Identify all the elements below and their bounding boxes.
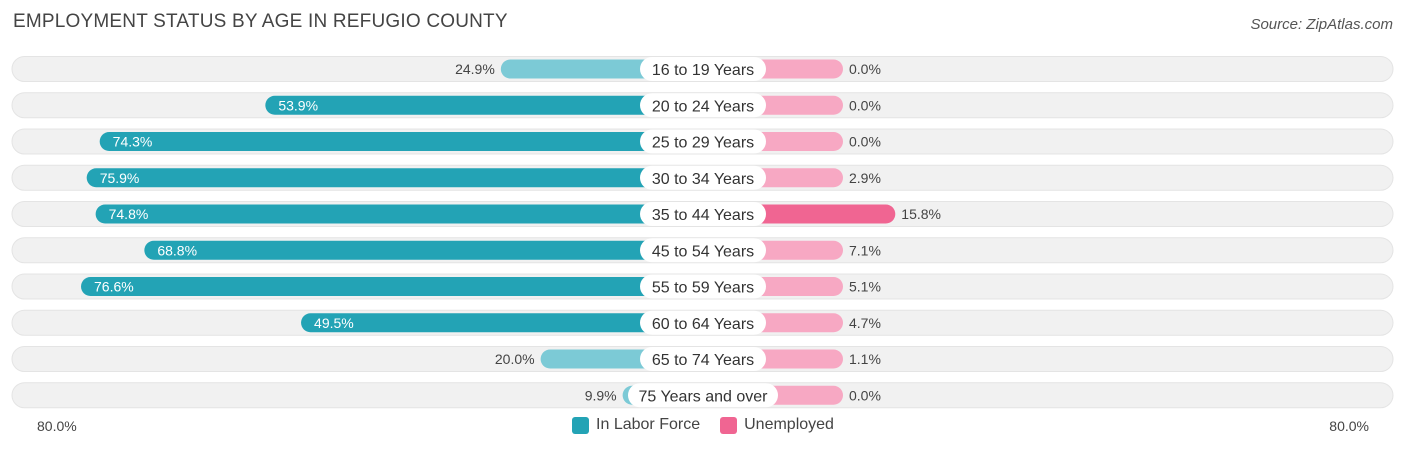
category-label: 25 to 29 Years [652,135,754,152]
category-pill [640,202,766,226]
labor-value-label: 76.6% [94,279,134,295]
unemployed-value-label: 5.1% [849,279,881,295]
labor-value-label: 20.0% [495,351,535,367]
labor-bar [86,168,703,188]
unemployed-value-label: 0.0% [849,134,881,150]
legend-swatch-unemployed [720,416,738,434]
labor-bar [265,95,703,115]
labor-value-label: 49.5% [314,315,354,331]
labor-bar [81,277,704,296]
unemployed-value-label: 1.1% [849,351,881,367]
legend-item-unemployed: Unemployed [720,416,834,434]
labor-value-label: 24.9% [455,61,495,77]
source-credit: Source: ZipAtlas.com [1250,16,1393,33]
labor-value-label: 53.9% [278,97,318,113]
legend-label-labor: In Labor Force [596,416,701,433]
category-pill [640,347,766,371]
category-label: 20 to 24 Years [652,98,754,115]
category-label: 65 to 74 Years [652,352,754,369]
unemployed-value-label: 2.9% [849,170,881,186]
chart-title: EMPLOYMENT STATUS BY AGE IN REFUGIO COUN… [13,11,508,32]
category-label: 30 to 34 Years [652,171,754,188]
category-label: 45 to 54 Years [652,243,754,260]
legend-item-labor: In Labor Force [572,416,700,434]
unemployed-value-label: 0.0% [849,387,881,403]
legend-label-unemployed: Unemployed [744,416,834,433]
labor-value-label: 74.3% [113,134,153,150]
category-pill [640,310,766,335]
labor-value-label: 75.9% [100,170,140,186]
unemployed-value-label: 4.7% [849,315,881,331]
unemployed-value-label: 7.1% [849,242,881,258]
category-label: 55 to 59 Years [652,280,754,297]
category-pill [640,238,766,263]
labor-value-label: 74.8% [109,206,149,222]
category-pill [640,57,766,81]
unemployed-value-label: 15.8% [901,206,941,222]
labor-bar [301,313,703,333]
category-label: 35 to 44 Years [652,207,754,224]
legend-swatch-labor [572,416,590,434]
category-label: 60 to 64 Years [652,316,754,333]
unemployed-value-label: 0.0% [849,97,881,113]
category-pill [640,274,766,299]
labor-bar [99,132,703,151]
labor-bar [95,204,703,224]
legend: In Labor Force Unemployed [0,416,1406,434]
category-pill [640,129,766,154]
labor-value-label: 68.8% [157,242,197,258]
labor-value-label: 9.9% [585,387,617,403]
axis-left-label: 80.0% [37,418,77,434]
category-pill [628,383,778,408]
category-label: 75 Years and over [639,388,769,405]
category-pill [640,165,766,190]
category-pill [640,93,766,118]
unemployed-value-label: 0.0% [849,61,881,77]
labor-bar [144,240,703,260]
axis-right-label: 80.0% [1329,418,1369,434]
category-label: 16 to 19 Years [652,62,754,79]
